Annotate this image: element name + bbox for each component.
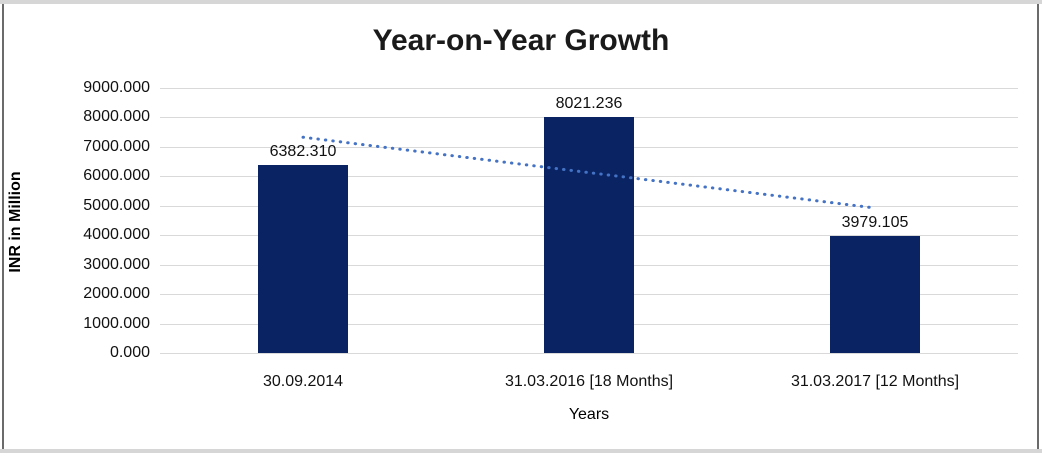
x-tick-label: 31.03.2017 [12 Months]: [790, 373, 960, 390]
y-tick-label: 6000.000: [83, 167, 150, 185]
y-tick-label: 0.000: [109, 344, 150, 361]
data-label: 6382.310: [269, 143, 337, 161]
y-tick-label: 9000.000: [83, 79, 150, 96]
frame-left-edge: [2, 4, 4, 449]
y-tick-label: 1000.000: [83, 314, 150, 332]
frame-right-edge: [1037, 4, 1039, 449]
gridline: [160, 88, 1018, 89]
frame-top-edge: [0, 0, 1042, 4]
chart-title: Year-on-Year Growth: [372, 24, 670, 57]
x-tick-label: 30.09.2014: [262, 373, 344, 390]
bar: [830, 235, 920, 353]
y-tick-label: 8000.000: [83, 108, 150, 126]
y-tick-label: 3000.000: [83, 255, 150, 273]
x-axis-title: Years: [568, 406, 610, 423]
data-label: 3979.105: [841, 213, 909, 231]
y-tick-label: 5000.000: [83, 196, 150, 214]
y-tick-label: 7000.000: [83, 137, 150, 155]
y-tick-label: 2000.000: [83, 285, 150, 303]
bar: [544, 116, 634, 353]
data-label: 8021.236: [555, 94, 623, 112]
frame-bottom-edge: [0, 449, 1042, 453]
x-tick-label: 31.03.2016 [18 Months]: [504, 373, 674, 390]
y-axis-title: INR in Million: [7, 171, 24, 273]
bar: [258, 165, 348, 353]
y-tick-label: 4000.000: [83, 226, 150, 244]
gridline: [160, 353, 1018, 354]
